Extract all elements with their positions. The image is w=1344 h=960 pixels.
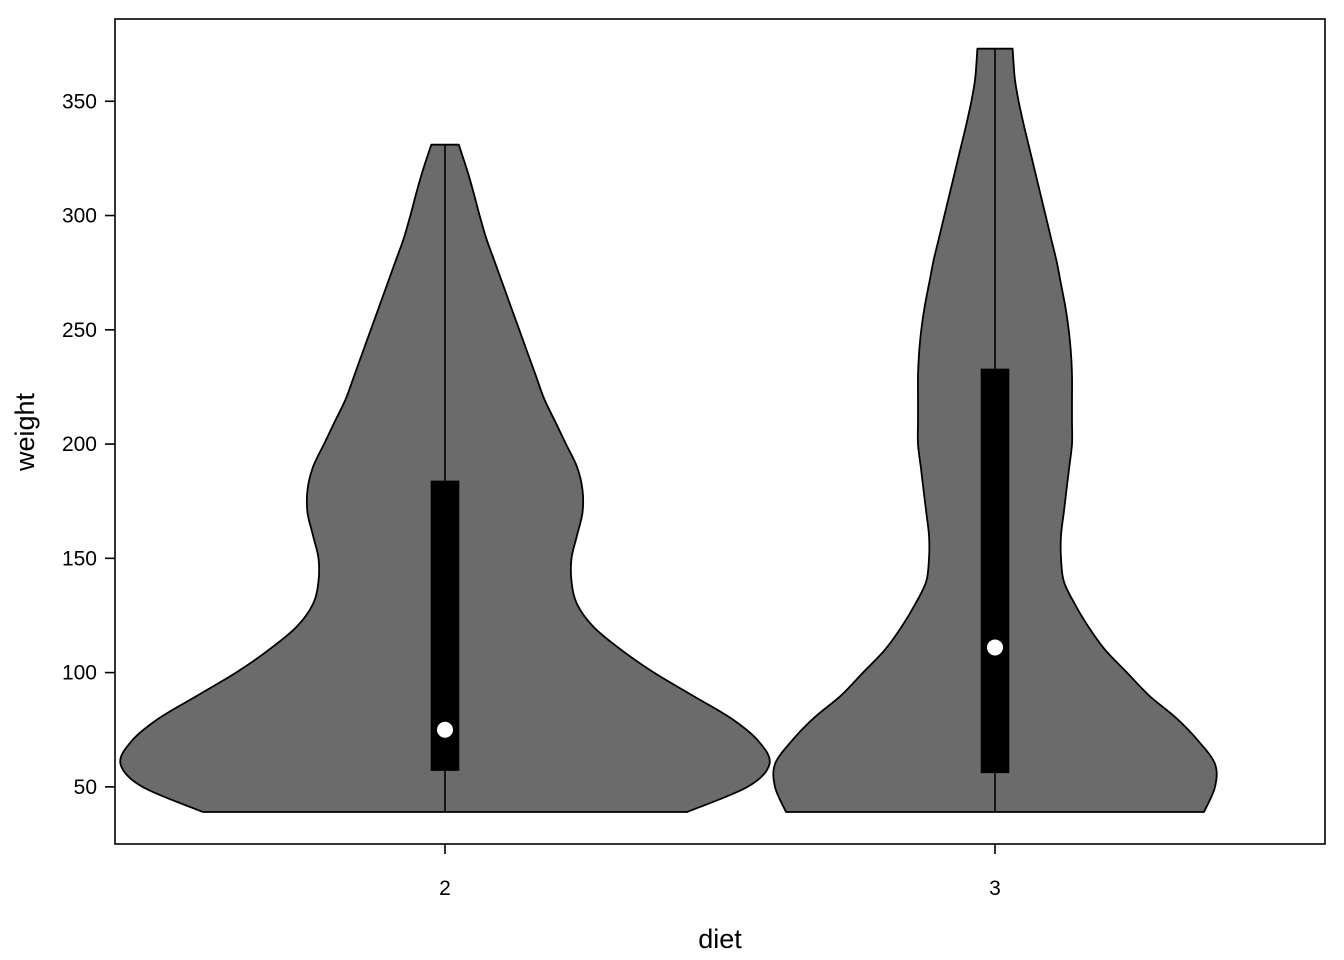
y-axis-title: weight <box>10 392 40 472</box>
y-tick-label: 250 <box>62 319 97 342</box>
x-axis-title: diet <box>698 924 742 954</box>
violin-iqr-box <box>980 368 1010 774</box>
x-tick-label: 2 <box>439 877 451 900</box>
x-tick-label: 3 <box>989 877 1001 900</box>
violin-2 <box>119 143 771 813</box>
plot-frame <box>114 18 1326 845</box>
violin-layer <box>119 47 1218 813</box>
y-tick-label: 50 <box>74 776 97 799</box>
violin-median-point <box>437 721 453 738</box>
y-tick-label: 350 <box>62 90 97 113</box>
y-tick-label: 100 <box>62 662 97 685</box>
y-tick-label: 150 <box>62 547 97 570</box>
violin-median-point <box>987 639 1003 656</box>
violin-3 <box>772 47 1218 813</box>
y-tick-label: 200 <box>62 433 97 456</box>
y-tick-label: 300 <box>62 205 97 228</box>
y-axis: 50 100 150 200 250 300 350 <box>62 90 115 799</box>
